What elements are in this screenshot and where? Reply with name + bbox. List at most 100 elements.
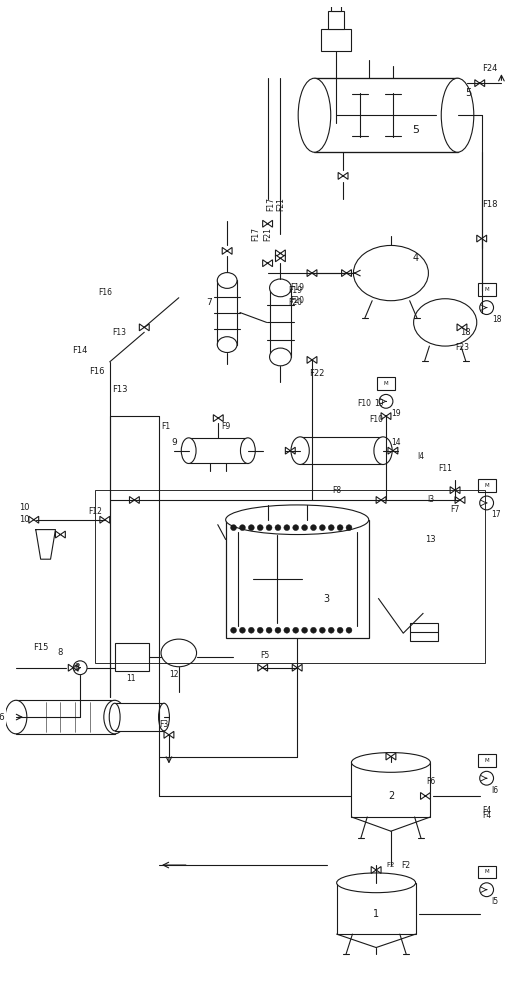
Ellipse shape — [104, 700, 126, 734]
Ellipse shape — [270, 279, 291, 297]
Circle shape — [319, 525, 326, 531]
Circle shape — [346, 627, 352, 633]
Polygon shape — [388, 447, 398, 454]
Bar — [478, 866, 496, 878]
Bar — [410, 623, 438, 641]
Text: F20: F20 — [288, 298, 302, 307]
Text: I4: I4 — [417, 452, 424, 461]
Text: F4: F4 — [482, 806, 491, 815]
Polygon shape — [275, 255, 285, 262]
Circle shape — [337, 627, 343, 633]
Polygon shape — [381, 413, 391, 420]
Text: 13: 13 — [425, 535, 436, 544]
Ellipse shape — [181, 438, 196, 463]
Polygon shape — [421, 793, 430, 799]
Bar — [95, 490, 484, 663]
Ellipse shape — [226, 505, 369, 535]
Polygon shape — [307, 270, 317, 277]
Circle shape — [293, 627, 298, 633]
Bar — [331, 1, 341, 11]
Polygon shape — [341, 270, 352, 277]
Text: F7: F7 — [450, 505, 460, 514]
Polygon shape — [477, 235, 486, 242]
Text: F22: F22 — [309, 369, 324, 378]
Ellipse shape — [73, 661, 87, 675]
Text: 19: 19 — [374, 399, 384, 408]
Polygon shape — [164, 731, 174, 738]
Text: 5: 5 — [465, 88, 471, 98]
Text: 2: 2 — [388, 791, 394, 801]
Text: F12: F12 — [88, 507, 102, 516]
Ellipse shape — [291, 437, 309, 464]
Text: F8: F8 — [332, 486, 341, 495]
Circle shape — [284, 627, 290, 633]
Text: F2: F2 — [387, 862, 395, 868]
Circle shape — [284, 525, 290, 531]
Text: 19: 19 — [391, 409, 401, 418]
Polygon shape — [292, 664, 302, 671]
Text: F3: F3 — [159, 720, 169, 729]
Polygon shape — [376, 497, 386, 503]
Bar — [377, 377, 395, 390]
Polygon shape — [263, 260, 272, 267]
Polygon shape — [285, 447, 295, 454]
Text: F19: F19 — [288, 286, 302, 295]
Bar — [189, 438, 248, 463]
Text: F17: F17 — [251, 227, 260, 241]
Ellipse shape — [161, 639, 197, 667]
Text: F21: F21 — [276, 197, 285, 211]
Text: M: M — [484, 869, 489, 874]
Text: M: M — [384, 381, 388, 386]
Ellipse shape — [480, 771, 494, 785]
Circle shape — [337, 525, 343, 531]
Circle shape — [311, 627, 316, 633]
Text: 8: 8 — [58, 648, 63, 657]
Polygon shape — [457, 324, 467, 331]
Ellipse shape — [5, 700, 27, 734]
Circle shape — [257, 627, 263, 633]
Circle shape — [230, 627, 237, 633]
Ellipse shape — [354, 245, 428, 301]
Text: F18: F18 — [482, 200, 497, 209]
Polygon shape — [222, 247, 232, 254]
Circle shape — [319, 627, 326, 633]
Circle shape — [328, 627, 334, 633]
Text: 7: 7 — [206, 298, 212, 307]
Polygon shape — [263, 220, 272, 227]
Polygon shape — [258, 664, 268, 671]
Circle shape — [275, 525, 281, 531]
Polygon shape — [68, 664, 78, 671]
Text: F4: F4 — [482, 811, 491, 820]
Text: F16: F16 — [98, 288, 112, 297]
Bar — [300, 437, 383, 464]
Text: F16: F16 — [89, 367, 105, 376]
Text: F5: F5 — [260, 651, 269, 660]
Text: 14: 14 — [391, 438, 401, 447]
Ellipse shape — [217, 337, 237, 353]
Circle shape — [301, 627, 308, 633]
Bar — [226, 520, 369, 638]
Ellipse shape — [379, 394, 393, 408]
Text: F13: F13 — [112, 385, 127, 394]
Text: F24: F24 — [482, 64, 497, 73]
Circle shape — [266, 525, 272, 531]
Text: F2: F2 — [401, 861, 410, 870]
Polygon shape — [56, 531, 65, 538]
Polygon shape — [275, 250, 285, 257]
Circle shape — [257, 525, 263, 531]
Polygon shape — [140, 324, 149, 331]
Polygon shape — [455, 497, 465, 503]
Ellipse shape — [298, 78, 331, 152]
Text: I5: I5 — [491, 897, 498, 906]
Ellipse shape — [241, 438, 256, 463]
Text: I3: I3 — [427, 495, 434, 504]
Bar — [217, 280, 237, 345]
Text: F14: F14 — [73, 346, 88, 355]
Polygon shape — [386, 753, 396, 760]
Ellipse shape — [352, 753, 430, 772]
Polygon shape — [371, 867, 381, 873]
Text: F19: F19 — [290, 283, 304, 292]
Text: 10: 10 — [18, 503, 29, 512]
Circle shape — [328, 525, 334, 531]
Bar — [16, 700, 114, 734]
